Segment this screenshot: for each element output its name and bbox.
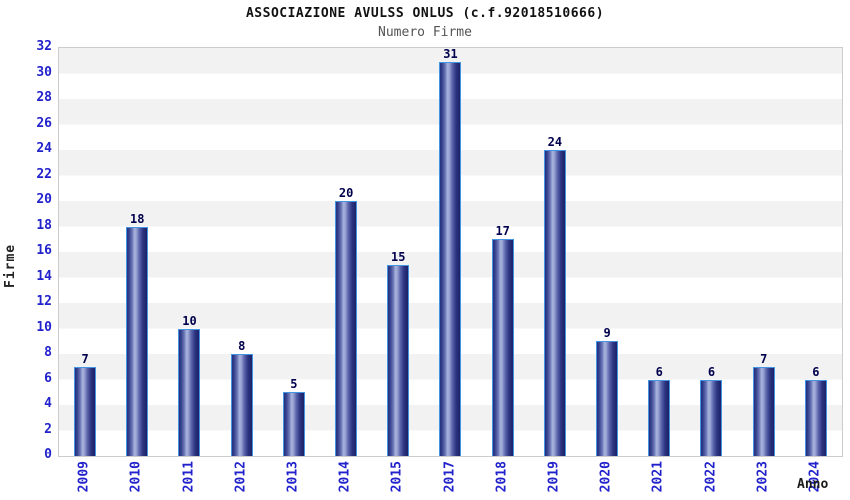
bar-slot-2011: 10 bbox=[163, 48, 215, 456]
bar bbox=[387, 264, 410, 456]
bar-value-label: 20 bbox=[338, 186, 354, 200]
x-tick-label: 2014 bbox=[337, 461, 353, 493]
bar-value-label: 5 bbox=[290, 377, 298, 392]
bar-value-label: 7 bbox=[81, 351, 89, 366]
bar-value-label: 6 bbox=[812, 364, 820, 379]
chart-title: ASSOCIAZIONE AVULSS ONLUS (c.f.920185106… bbox=[245, 6, 605, 21]
x-axis-tick-labels: 2009 2010 2011 2012 2013 2014 2015 2017 2018 2019… bbox=[58, 461, 841, 499]
bar-slot-2014: 20 bbox=[320, 48, 372, 456]
bar bbox=[178, 328, 201, 456]
bar bbox=[74, 366, 97, 456]
plot-area: 7 18 10 8 5 20 15 31 17 24 9 6 6 7 6 bbox=[58, 47, 843, 457]
y-tick-label: 20 bbox=[36, 192, 52, 207]
bar-slot-2013: 5 bbox=[268, 48, 320, 456]
x-tick-label: 2019 bbox=[546, 461, 562, 493]
y-tick-label: 2 bbox=[44, 421, 52, 437]
x-tick-label: 2022 bbox=[703, 461, 718, 493]
bar-slot-2022: 6 bbox=[685, 48, 737, 456]
y-tick-label: 6 bbox=[44, 370, 52, 386]
bar-slot-2019: 24 bbox=[529, 48, 581, 456]
x-tick-label: 2021 bbox=[650, 461, 666, 493]
x-tick-label: 2012 bbox=[233, 461, 249, 493]
bar bbox=[126, 226, 149, 456]
bar bbox=[543, 150, 566, 456]
bar bbox=[491, 239, 514, 456]
bar-slot-2015: 15 bbox=[372, 48, 424, 456]
bar bbox=[700, 379, 723, 456]
y-tick-label: 16 bbox=[36, 243, 52, 258]
bar bbox=[335, 201, 358, 456]
bar-slot-2024: 6 bbox=[790, 48, 842, 456]
x-tick-label: 2018 bbox=[494, 461, 510, 493]
bar-value-label: 6 bbox=[707, 364, 716, 379]
bar-slot-2018: 17 bbox=[477, 48, 529, 456]
bar-value-label: 8 bbox=[238, 339, 246, 353]
bar bbox=[439, 62, 462, 456]
bar bbox=[648, 379, 671, 456]
bar bbox=[804, 379, 827, 456]
bar bbox=[752, 366, 775, 456]
x-tick-label: 2020 bbox=[598, 461, 614, 493]
bar-value-label: 6 bbox=[655, 364, 663, 379]
x-tick-label: 2013 bbox=[285, 461, 301, 493]
x-tick-label: 2023 bbox=[755, 461, 771, 493]
y-tick-label: 0 bbox=[44, 447, 52, 462]
x-axis-title: Anno bbox=[797, 477, 829, 492]
y-tick-label: 22 bbox=[36, 166, 52, 182]
bar-slot-2012: 8 bbox=[216, 48, 268, 456]
y-tick-label: 8 bbox=[44, 345, 52, 360]
x-tick-label: 2015 bbox=[389, 461, 405, 493]
y-tick-label: 10 bbox=[36, 319, 52, 335]
chart-subtitle: Numero Firme bbox=[378, 25, 472, 40]
bar-slot-2010: 18 bbox=[111, 48, 163, 456]
bar bbox=[596, 341, 619, 456]
y-tick-label: 32 bbox=[36, 39, 52, 54]
bar-slot-2009: 7 bbox=[59, 48, 111, 456]
x-tick-label: 2009 bbox=[76, 461, 92, 493]
bar bbox=[230, 354, 253, 456]
y-tick-label: 12 bbox=[36, 294, 52, 309]
y-tick-label: 28 bbox=[36, 90, 52, 105]
bar-slot-2020: 9 bbox=[581, 48, 633, 456]
y-tick-label: 4 bbox=[44, 396, 52, 411]
bar-slot-2023: 7 bbox=[738, 48, 790, 456]
y-tick-label: 24 bbox=[36, 141, 52, 156]
bar bbox=[282, 392, 305, 456]
y-tick-label: 18 bbox=[36, 217, 52, 233]
x-tick-label: 2010 bbox=[128, 461, 144, 493]
y-tick-label: 14 bbox=[36, 268, 52, 284]
bar-slot-2017: 31 bbox=[424, 48, 476, 456]
x-tick-label: 2017 bbox=[442, 461, 457, 493]
bar-value-label: 7 bbox=[760, 351, 768, 366]
bar-value-label: 15 bbox=[391, 249, 406, 264]
bar-value-label: 9 bbox=[603, 326, 611, 341]
y-tick-label: 26 bbox=[36, 115, 52, 131]
bar-value-label: 24 bbox=[547, 135, 563, 149]
y-tick-label: 30 bbox=[36, 64, 52, 80]
bar-value-label: 18 bbox=[130, 211, 145, 226]
bar-value-label: 31 bbox=[443, 47, 458, 61]
bar-slot-2021: 6 bbox=[633, 48, 685, 456]
x-tick-label: 2011 bbox=[181, 461, 196, 493]
bar-value-label: 10 bbox=[182, 313, 197, 328]
bar-value-label: 17 bbox=[495, 224, 510, 239]
